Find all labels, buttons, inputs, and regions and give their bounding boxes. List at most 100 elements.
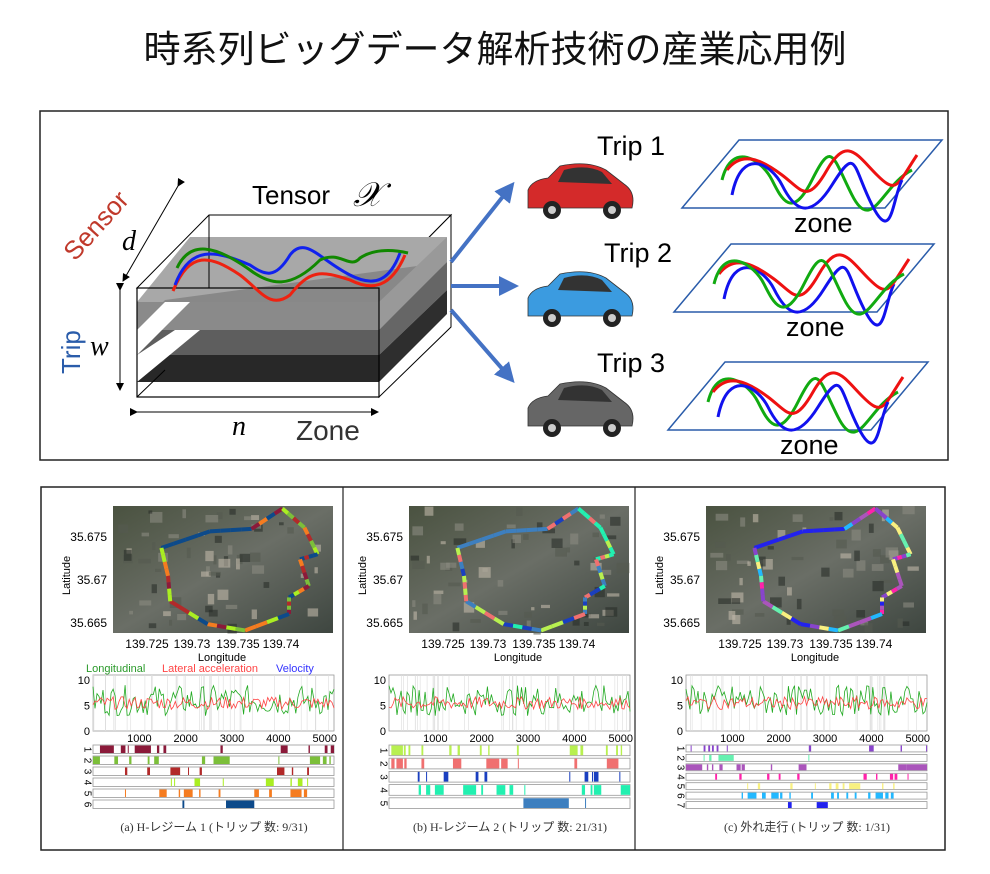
- route-segment: [230, 527, 242, 533]
- route-segment: [220, 528, 231, 533]
- regime-segment: [741, 764, 745, 771]
- route-segment: [457, 554, 463, 563]
- regime-label: 5: [81, 791, 92, 797]
- lon-tick: 139.74: [856, 637, 893, 651]
- regime-segment: [716, 745, 719, 752]
- regime-segment: [404, 758, 407, 769]
- regime-segment: [174, 778, 176, 786]
- regime-label: 5: [377, 801, 388, 807]
- regime-label: 2: [674, 755, 685, 761]
- tensor-cube: [135, 213, 453, 399]
- panel-caption: (c) 外れ走行 (トリップ 数: 1/31): [724, 819, 890, 834]
- regime-segment: [290, 789, 302, 797]
- regime-label: 3: [81, 769, 92, 775]
- x-tick: 2000: [173, 733, 197, 745]
- lat-tick: 35.675: [70, 530, 107, 544]
- route-segment: [848, 620, 861, 629]
- route-segment: [823, 527, 835, 533]
- route-segment: [493, 616, 505, 626]
- regime-label: 2: [377, 761, 388, 767]
- regime-segment: [747, 792, 757, 799]
- x-tick: 3000: [516, 733, 540, 745]
- route-segment: [601, 533, 609, 542]
- latitude-label: Latitude: [61, 556, 73, 595]
- regime-segment: [124, 767, 128, 775]
- lon-tick: 139.725: [421, 637, 465, 651]
- lat-tick: 35.67: [373, 573, 403, 587]
- regime-segment: [183, 789, 193, 797]
- regime-segment: [882, 783, 884, 790]
- regime-segment: [771, 792, 779, 799]
- regime-segment: [479, 745, 482, 756]
- route-segment: [790, 529, 804, 538]
- regime-segment: [581, 785, 586, 795]
- route-segment: [184, 533, 199, 542]
- x-tick: 5000: [905, 733, 929, 745]
- route-segment: [302, 572, 309, 580]
- x-tick: 4000: [562, 733, 586, 745]
- regime-segment: [188, 767, 190, 775]
- route-segment: [483, 610, 496, 621]
- route-segment: [790, 616, 802, 626]
- route-segment: [890, 587, 898, 594]
- route-segment: [531, 626, 542, 633]
- regime-label: 1: [674, 746, 685, 752]
- regime-segment: [170, 767, 181, 775]
- regime-segment: [147, 767, 151, 775]
- regime-segment: [114, 756, 119, 764]
- sensor-curve: [730, 161, 904, 223]
- route-segment: [895, 572, 902, 580]
- regime-segment: [619, 771, 621, 782]
- regime-segment: [711, 764, 714, 771]
- route-segment: [771, 605, 783, 615]
- regime-segment: [134, 745, 151, 753]
- route-segment: [760, 594, 766, 602]
- route-segment: [281, 507, 290, 515]
- regime-segment: [837, 792, 839, 799]
- regime-segment: [620, 785, 630, 795]
- regime-label: 7: [674, 803, 685, 809]
- regime-segment: [426, 771, 428, 782]
- route-segment: [874, 507, 883, 515]
- regime-segment: [486, 758, 500, 769]
- regime-segment: [620, 745, 623, 756]
- regime-segment: [496, 785, 506, 795]
- regime-segment: [907, 773, 909, 780]
- route-segment: [546, 522, 557, 531]
- regime-label: 3: [377, 774, 388, 780]
- lat-tick: 35.67: [77, 573, 107, 587]
- regime-segment: [220, 745, 223, 753]
- lat-tick: 35.675: [663, 530, 700, 544]
- route-segment: [516, 528, 527, 533]
- regime-label: 4: [674, 774, 685, 780]
- regime-segment: [703, 754, 705, 761]
- x-tick: 2000: [469, 733, 493, 745]
- longitude-label: Longitude: [494, 652, 542, 664]
- regime-row-4: 4: [377, 784, 631, 796]
- route-segment: [209, 528, 221, 534]
- longitude-label: Longitude: [791, 652, 839, 664]
- lon-tick: 139.73: [174, 637, 211, 651]
- lon-tick: 139.73: [470, 637, 507, 651]
- trip-1: Trip 1 zone: [527, 131, 944, 238]
- regime-segment: [569, 745, 578, 756]
- route-segment: [881, 592, 888, 600]
- regime-segment: [741, 792, 744, 799]
- regime-segment: [569, 771, 571, 782]
- regime-segment: [254, 789, 259, 797]
- regime-segment: [846, 792, 849, 799]
- trip-label: Trip 1: [597, 131, 665, 161]
- lon-tick: 139.73: [767, 637, 804, 651]
- route-segment: [754, 554, 760, 563]
- route-segment: [755, 561, 762, 570]
- regime-segment: [893, 783, 895, 790]
- x-tick: 4000: [859, 733, 883, 745]
- route-segment: [250, 522, 261, 531]
- route-segment: [302, 526, 310, 536]
- regime-segment: [778, 773, 781, 780]
- lat-tick: 35.67: [670, 573, 700, 587]
- regime-row-2: 2: [377, 757, 631, 770]
- route-segment: [292, 589, 300, 597]
- regime-segment: [715, 773, 718, 780]
- lateral-line: [388, 695, 631, 711]
